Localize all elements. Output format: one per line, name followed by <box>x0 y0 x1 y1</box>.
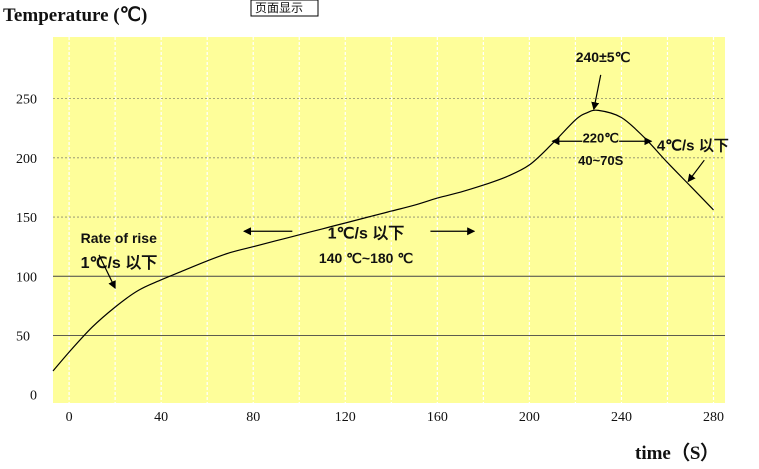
annotation-label: 40~70S <box>578 153 624 168</box>
annotation-label: 1℃/s 以下 <box>81 254 158 272</box>
axis-ticks: 0 40 80 120 160 200 240 280 0 50 100 150 200 250 <box>16 93 724 425</box>
series-line-temperature <box>52 109 714 372</box>
arrows <box>98 74 705 290</box>
x-tick-label: 0 <box>66 410 73 425</box>
x-tick-label: 120 <box>335 410 356 425</box>
annotation-label: 1℃/s 以下 <box>328 224 405 242</box>
y-tick-label: 0 <box>30 389 37 404</box>
x-tick-label: 160 <box>427 410 448 425</box>
page-display-button[interactable]: 页面显示 <box>250 0 319 17</box>
annotation-label: 240±5℃ <box>576 49 631 65</box>
y-tick-label: 50 <box>16 329 30 344</box>
grid <box>53 37 725 403</box>
y-tick-label: 100 <box>16 270 37 285</box>
annotation-label: 220℃ <box>583 130 619 145</box>
annotation-label: 4℃/s 以下 <box>657 138 729 155</box>
annotations: Rate of rise 1℃/s 以下 1℃/s 以下 140 ℃~180 ℃ 240… <box>81 49 729 272</box>
x-tick-label: 80 <box>246 410 260 425</box>
annotation-arrow <box>591 74 602 111</box>
x-tick-label: 200 <box>519 410 540 425</box>
x-tick-label: 40 <box>154 410 168 425</box>
annotation-label: Rate of rise <box>81 230 157 246</box>
plot-area <box>53 37 725 403</box>
page-display-button-label: 页面显示 <box>255 1 303 15</box>
annotation-label: 140 ℃~180 ℃ <box>319 250 413 266</box>
y-tick-label: 150 <box>16 211 37 226</box>
chart-title: Temperature (℃) <box>3 5 147 26</box>
annotation-arrow <box>687 159 705 183</box>
y-tick-label: 250 <box>16 93 37 108</box>
x-tick-label: 280 <box>703 410 724 425</box>
y-tick-label: 200 <box>16 152 37 167</box>
annotation-arrow <box>98 254 116 290</box>
x-tick-label: 240 <box>611 410 632 425</box>
x-axis-label: time（S） <box>635 441 719 464</box>
